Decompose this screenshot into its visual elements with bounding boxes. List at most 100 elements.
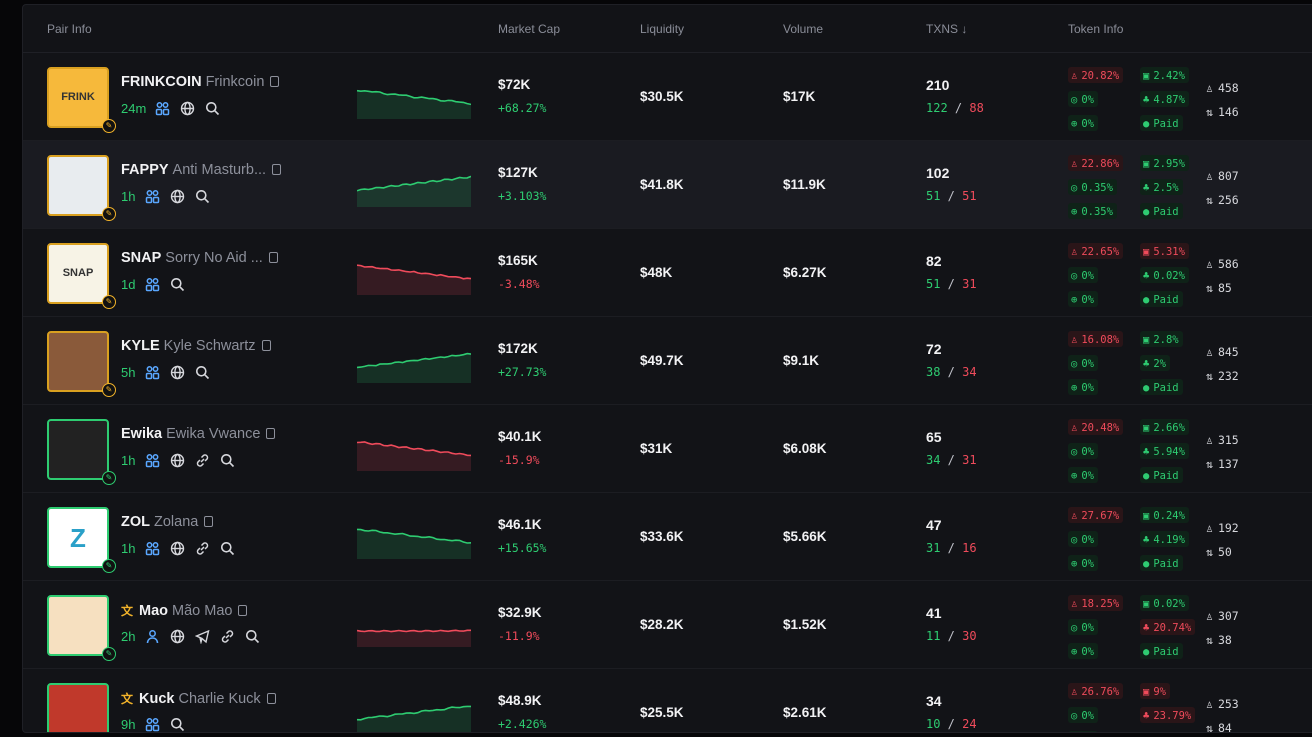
token-title[interactable]: 文 Mao Mão Mao (121, 602, 248, 619)
pro-traders-count[interactable]: ⇅ 232 (1206, 369, 1239, 383)
bundlers-holding[interactable]: ⊕0% (1068, 379, 1098, 395)
search-icon[interactable] (244, 628, 261, 645)
globe-icon[interactable] (169, 452, 186, 469)
group-icon[interactable] (154, 100, 171, 117)
insiders-holding[interactable]: ♣ 2% (1140, 355, 1170, 371)
top10-holders[interactable]: ♙ 16.08% (1068, 331, 1124, 347)
dex-paid[interactable]: ● Paid (1140, 467, 1183, 483)
search-icon[interactable] (219, 540, 236, 557)
insiders-holding[interactable]: ♣ 23.79% (1140, 707, 1196, 723)
group-icon[interactable] (144, 364, 161, 381)
header-market-cap[interactable]: Market Cap (498, 22, 561, 36)
bundlers-holding[interactable]: ⊕0% (1068, 731, 1098, 732)
table-row[interactable]: ✎ KYLE Kyle Schwartz 5h $172K +27.73% $49.7K $9… (23, 317, 1312, 405)
table-row[interactable]: FRINK ✎ FRINKCOIN Frinkcoin 24m $72K +68.27% $3… (23, 53, 1312, 141)
holders-count[interactable]: ♙ 253 (1206, 697, 1239, 711)
dev-holding[interactable]: ▣ 5.31% (1140, 243, 1189, 259)
group-icon[interactable] (144, 540, 161, 557)
snipers-holding[interactable]: ◎ 0% (1068, 707, 1098, 723)
bundlers-holding[interactable]: ⊕0% (1068, 291, 1098, 307)
table-row[interactable]: Z ✎ ZOL Zolana 1h $46.1K +15.65% $33.6K $5.66K 47… (23, 493, 1312, 581)
header-liquidity[interactable]: Liquidity (640, 22, 685, 36)
token-avatar[interactable] (47, 683, 109, 732)
pro-traders-count[interactable]: ⇅ 84 (1206, 721, 1232, 732)
dex-paid[interactable]: ● Paid (1140, 115, 1183, 131)
dev-holding[interactable]: ▣ 2.42% (1140, 67, 1189, 83)
token-avatar[interactable]: FRINK (47, 67, 109, 128)
header-pair-info[interactable]: Pair Info (47, 22, 92, 36)
token-title[interactable]: FAPPY Anti Masturb... (121, 162, 282, 178)
search-icon[interactable] (194, 364, 211, 381)
top10-holders[interactable]: ♙ 22.86% (1068, 155, 1124, 171)
dex-paid[interactable]: ● Paid (1140, 203, 1183, 219)
globe-icon[interactable] (169, 628, 186, 645)
snipers-holding[interactable]: ◎ 0% (1068, 443, 1098, 459)
holders-count[interactable]: ♙ 315 (1206, 433, 1239, 447)
dex-paid[interactable]: ● Paid (1140, 643, 1183, 659)
top10-holders[interactable]: ♙ 20.82% (1068, 67, 1124, 83)
search-icon[interactable] (194, 188, 211, 205)
copy-icon[interactable] (270, 76, 280, 87)
dev-holding[interactable]: ▣ 2.8% (1140, 331, 1183, 347)
token-title[interactable]: FRINKCOIN Frinkcoin (121, 74, 280, 90)
token-avatar[interactable] (47, 419, 109, 480)
table-row[interactable]: ✎ 文 Mao Mão Mao 2h $32.9K -11.9% $28.2K $1.52K 41… (23, 581, 1312, 669)
token-avatar[interactable]: SNAP (47, 243, 109, 304)
globe-icon[interactable] (179, 100, 196, 117)
dev-holding[interactable]: ▣ 9% (1140, 683, 1170, 699)
copy-icon[interactable] (238, 605, 248, 616)
link-icon[interactable] (194, 452, 211, 469)
holders-count[interactable]: ♙ 845 (1206, 345, 1239, 359)
holders-count[interactable]: ♙ 307 (1206, 609, 1239, 623)
top10-holders[interactable]: ♙ 18.25% (1068, 595, 1124, 611)
table-row[interactable]: ✎ Ewika Ewika Vwance 1h $40.1K -15.9% $31K $6.0… (23, 405, 1312, 493)
insiders-holding[interactable]: ♣ 4.87% (1140, 91, 1189, 107)
globe-icon[interactable] (169, 540, 186, 557)
bundlers-holding[interactable]: ⊕0% (1068, 467, 1098, 483)
token-title[interactable]: 文 Kuck Charlie Kuck (121, 690, 276, 707)
group-icon[interactable] (144, 452, 161, 469)
insiders-holding[interactable]: ♣ 5.94% (1140, 443, 1189, 459)
holders-count[interactable]: ♙ 458 (1206, 81, 1239, 95)
insiders-holding[interactable]: ♣ 2.5% (1140, 179, 1183, 195)
bundlers-holding[interactable]: ⊕0% (1068, 115, 1098, 131)
top10-holders[interactable]: ♙ 20.48% (1068, 419, 1124, 435)
pro-traders-count[interactable]: ⇅ 50 (1206, 545, 1232, 559)
token-title[interactable]: ZOL Zolana (121, 514, 214, 530)
token-title[interactable]: Ewika Ewika Vwance (121, 426, 276, 442)
group-icon[interactable] (144, 276, 161, 293)
globe-icon[interactable] (169, 364, 186, 381)
token-avatar[interactable] (47, 331, 109, 392)
link-icon[interactable] (194, 540, 211, 557)
pro-traders-count[interactable]: ⇅ 137 (1206, 457, 1239, 471)
snipers-holding[interactable]: ◎ 0% (1068, 531, 1098, 547)
holders-count[interactable]: ♙ 807 (1206, 169, 1239, 183)
top10-holders[interactable]: ♙ 26.76% (1068, 683, 1124, 699)
token-title[interactable]: SNAP Sorry No Aid ... (121, 250, 278, 266)
group-icon[interactable] (144, 188, 161, 205)
snipers-holding[interactable]: ◎ 0.35% (1068, 179, 1117, 195)
dev-holding[interactable]: ▣ 0.24% (1140, 507, 1189, 523)
globe-icon[interactable] (169, 188, 186, 205)
snipers-holding[interactable]: ◎ 0% (1068, 267, 1098, 283)
holders-count[interactable]: ♙ 586 (1206, 257, 1239, 271)
search-icon[interactable] (169, 716, 186, 732)
top10-holders[interactable]: ♙ 27.67% (1068, 507, 1124, 523)
search-icon[interactable] (219, 452, 236, 469)
copy-icon[interactable] (272, 164, 282, 175)
bundlers-holding[interactable]: ⊕0% (1068, 643, 1098, 659)
dex-paid[interactable]: ● Paid (1140, 379, 1183, 395)
dev-holding[interactable]: ▣ 2.95% (1140, 155, 1189, 171)
pro-traders-count[interactable]: ⇅ 38 (1206, 633, 1232, 647)
insiders-holding[interactable]: ♣ 20.74% (1140, 619, 1196, 635)
dex-paid[interactable]: ● Paid (1140, 291, 1183, 307)
pro-traders-count[interactable]: ⇅ 146 (1206, 105, 1239, 119)
telegram-icon[interactable] (194, 628, 211, 645)
user-icon[interactable] (144, 628, 161, 645)
snipers-holding[interactable]: ◎ 0% (1068, 91, 1098, 107)
snipers-holding[interactable]: ◎ 0% (1068, 619, 1098, 635)
search-icon[interactable] (204, 100, 221, 117)
dex-paid[interactable]: ● Paid (1140, 555, 1183, 571)
table-row[interactable]: SNAP ✎ SNAP Sorry No Aid ... 1d $165K -3.48% $4… (23, 229, 1312, 317)
token-title[interactable]: KYLE Kyle Schwartz (121, 338, 271, 354)
